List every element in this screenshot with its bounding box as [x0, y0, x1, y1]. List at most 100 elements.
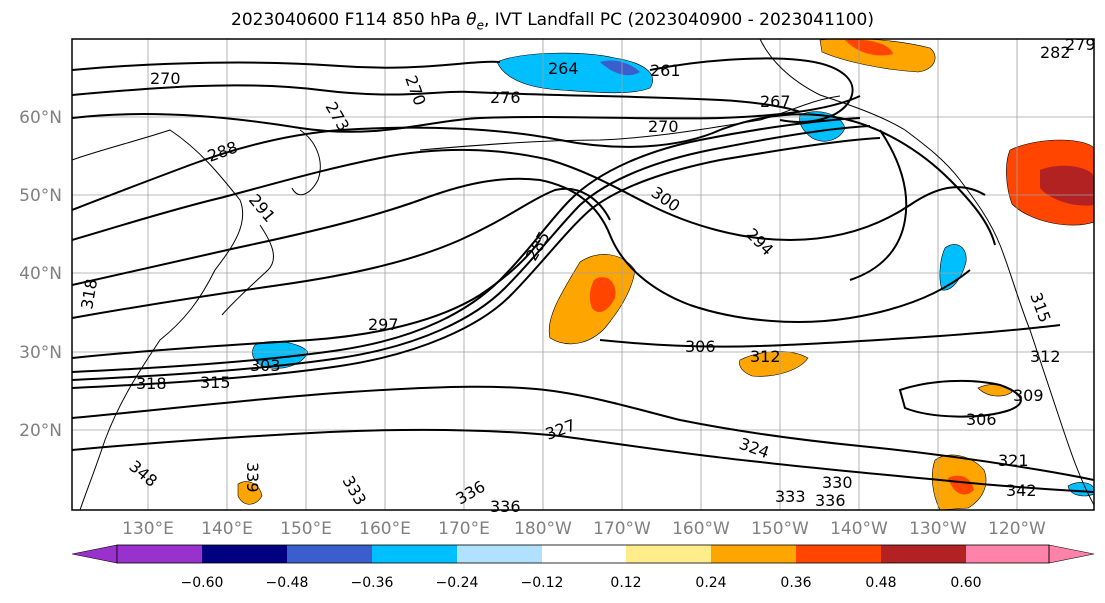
- colorbar-tick: 0.24: [695, 575, 726, 591]
- lat-label: 40°N: [19, 264, 62, 284]
- map-frame: [71, 38, 1095, 511]
- contour-8: [72, 239, 541, 359]
- shading-layer: [237, 39, 1094, 510]
- contour-label: 267: [760, 92, 791, 111]
- lon-label: 160°E: [359, 519, 411, 539]
- map-content: [72, 39, 1094, 510]
- colorbar-frame: [116, 544, 1050, 564]
- contour-13: [649, 57, 854, 123]
- colorbar-tick: 0.12: [610, 575, 641, 591]
- lon-label: 120°W: [988, 519, 1046, 539]
- shade-sw-pos: [237, 481, 263, 505]
- contour-jet-1: [72, 117, 861, 373]
- colorbar-segment: [626, 545, 711, 563]
- contour-label: 297: [368, 315, 399, 334]
- shade-bc-coast: [939, 244, 967, 291]
- contour-jet-3: [72, 137, 881, 389]
- colorbar-segment: [542, 545, 626, 563]
- lon-label: 170°W: [593, 519, 651, 539]
- shade-north-core: [845, 39, 893, 56]
- title-prefix: 2023040600 F114 850 hPa: [231, 10, 467, 30]
- contour-label: 330: [822, 473, 853, 492]
- coast-alaska: [759, 39, 1001, 246]
- contour-4: [72, 113, 996, 246]
- contour-label: 333: [775, 487, 806, 506]
- lon-label: 170°E: [438, 519, 490, 539]
- colorbar: −0.60 −0.48 −0.36 −0.24 −0.12 0.12 0.24 …: [71, 544, 1095, 591]
- colorbar-tick: −0.36: [351, 575, 394, 591]
- shade-ne-core: [1040, 165, 1094, 206]
- shade-east-pos: [977, 384, 1013, 397]
- contour-label: 303: [250, 356, 281, 375]
- shade-gulf-alaska-core: [600, 60, 640, 76]
- colorbar-segment: [881, 545, 966, 563]
- colorbar-tick: 0.48: [865, 575, 896, 591]
- contour-5: [72, 148, 986, 242]
- title-suffix: , IVT Landfall PC (2023040900 - 20230411…: [483, 10, 874, 30]
- colorbar-segment: [711, 545, 796, 563]
- contour-labels: 270 273 270 276 264 261 267 270 279 282 …: [77, 35, 1095, 516]
- colorbar-segment: [966, 545, 1049, 563]
- colorbar-tick: −0.48: [266, 575, 309, 591]
- lon-label: 180°W: [514, 519, 572, 539]
- title-theta-sub: e: [476, 18, 484, 33]
- contour-9: [72, 385, 1094, 481]
- colorbar-tick: 0.36: [780, 575, 811, 591]
- lat-label: 50°N: [19, 186, 62, 206]
- colorbar-extend-min: [71, 544, 118, 564]
- colorbar-extend-max: [1048, 544, 1095, 564]
- title-theta: θ: [466, 10, 477, 30]
- lon-labels: 130°E 140°E 150°E 160°E 170°E 180°W 170°…: [122, 519, 1046, 539]
- lat-labels: 60°N 50°N 40°N 30°N 20°N: [19, 108, 62, 441]
- contour-10: [72, 428, 1094, 493]
- contour-label: 309: [1013, 386, 1044, 405]
- contour-label: 336: [490, 497, 521, 516]
- colorbar-tick: −0.60: [181, 575, 224, 591]
- contour-label: 261: [650, 61, 681, 80]
- contour-11: [599, 324, 1061, 348]
- lon-label: 160°W: [672, 519, 730, 539]
- contour-label: 321: [998, 451, 1029, 470]
- contour-label: 336: [815, 491, 846, 510]
- contour-label: 312: [1030, 347, 1061, 366]
- contour-label: 339: [243, 462, 262, 493]
- contour-3: [72, 95, 861, 133]
- lat-label: 30°N: [19, 343, 62, 363]
- colorbar-tick: −0.12: [521, 575, 564, 591]
- contour-label: 270: [150, 69, 181, 88]
- coast-namerica: [999, 244, 1094, 506]
- colorbar-tick: −0.24: [436, 575, 479, 591]
- contour-label: 264: [548, 59, 579, 78]
- colorbar-segment: [457, 545, 542, 563]
- contour-6: [72, 177, 971, 323]
- contour-label: 306: [966, 410, 997, 429]
- contour-1: [72, 60, 501, 71]
- colorbar-segment: [796, 545, 881, 563]
- contour-label: 342: [1006, 481, 1037, 500]
- contours: [72, 57, 1094, 493]
- contour-14: [849, 129, 908, 281]
- colorbar-ticks: −0.60 −0.48 −0.36 −0.24 −0.12 0.12 0.24 …: [181, 575, 982, 591]
- contour-label: 315: [200, 373, 231, 392]
- coast-japan: [221, 224, 274, 316]
- contour-label: 282: [1040, 43, 1071, 62]
- chart-title: 2023040600 F114 850 hPa θe, IVT Landfall…: [0, 10, 1105, 32]
- contour-label: 276: [490, 88, 521, 107]
- colorbar-segment: [202, 545, 287, 563]
- lat-label: 60°N: [19, 108, 62, 128]
- lon-label: 150°W: [751, 519, 809, 539]
- contour-2: [72, 84, 801, 113]
- contour-label: 306: [685, 337, 716, 356]
- contour-label: 270: [648, 117, 679, 136]
- lon-label: 140°E: [201, 519, 253, 539]
- colorbar-segment: [372, 545, 457, 563]
- contour-7: [72, 187, 611, 319]
- lon-label: 130°W: [909, 519, 967, 539]
- lat-label: 20°N: [19, 421, 62, 441]
- contour-label: 318: [136, 374, 167, 393]
- colorbar-tick: 0.60: [950, 575, 981, 591]
- contour-label: 312: [750, 347, 781, 366]
- coast-asia: [72, 129, 244, 510]
- colorbar-segment: [117, 545, 202, 563]
